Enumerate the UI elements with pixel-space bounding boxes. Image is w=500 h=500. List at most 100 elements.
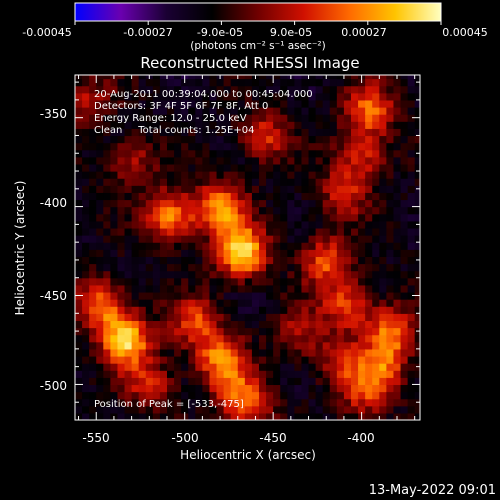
heatmap-cell (124, 199, 133, 208)
heatmap-cell (117, 163, 126, 172)
heatmap-cell (89, 199, 97, 208)
heatmap-cell (89, 263, 97, 272)
heatmap-cell (145, 128, 154, 137)
heatmap-cell (372, 178, 380, 186)
heatmap-cell (96, 363, 104, 371)
heatmap-cell (358, 206, 366, 215)
heatmap-cell (124, 206, 133, 215)
heatmap-cell (230, 348, 239, 357)
heatmap-cell (393, 291, 402, 300)
heatmap-cell (259, 412, 267, 420)
heatmap-cell (209, 277, 218, 286)
heatmap-cell (343, 334, 352, 343)
heatmap-cell (124, 320, 133, 329)
heatmap-cell (414, 163, 420, 172)
heatmap-cell (343, 391, 352, 400)
heatmap-cell (209, 242, 218, 250)
heatmap-cell (131, 284, 140, 293)
heatmap-cell (386, 363, 395, 371)
heatmap-cell (145, 384, 154, 393)
heatmap-cell (308, 178, 317, 186)
heatmap-cell (82, 291, 90, 300)
heatmap-cell (195, 299, 203, 307)
heatmap-cell (167, 199, 175, 208)
heatmap-cell (124, 256, 133, 265)
info-clean-counts: Clean Total counts: 1.25E+04 (94, 125, 254, 136)
heatmap-cell (407, 327, 416, 336)
heatmap-cell (82, 320, 90, 329)
heatmap-cell (372, 256, 380, 265)
heatmap-cell (96, 156, 104, 165)
heatmap-cell (195, 85, 203, 94)
heatmap-cell (301, 299, 310, 307)
heatmap-cell (379, 121, 387, 129)
heatmap-cell (131, 334, 140, 343)
colorbar-tick-label: 0.00045 (442, 26, 488, 39)
x-tick-labels: -550 -500 -450 -400 (82, 431, 374, 445)
heatmap-cell (379, 78, 387, 87)
heatmap-cell (343, 178, 352, 186)
heatmap-cell (103, 178, 111, 186)
heatmap-cell (251, 171, 260, 179)
heatmap-cell (336, 192, 345, 201)
heatmap-cell (414, 263, 420, 272)
heatmap-cell (251, 92, 260, 101)
heatmap-cell (379, 135, 387, 144)
heatmap-cell (358, 227, 366, 236)
heatmap-cell (230, 114, 239, 122)
heatmap-cell (372, 185, 380, 193)
heatmap-cell (167, 270, 175, 279)
heatmap-cell (181, 171, 189, 179)
heatmap-cell (329, 263, 338, 272)
heatmap-cell (131, 412, 140, 420)
heatmap-cell (251, 227, 260, 236)
heatmap-cell (266, 185, 274, 193)
heatmap-cell (174, 348, 182, 357)
heatmap-cell (181, 242, 189, 250)
heatmap-cell (280, 149, 288, 158)
heatmap-cell (280, 405, 288, 414)
heatmap-cell (414, 405, 420, 414)
heatmap-cell (351, 249, 359, 257)
heatmap-cell (216, 192, 225, 201)
heatmap-cell (343, 284, 352, 293)
heatmap-cell (89, 235, 97, 243)
heatmap-cell (181, 355, 189, 364)
heatmap-cell (386, 85, 395, 94)
heatmap-cell (308, 320, 317, 329)
heatmap-cell (315, 341, 324, 350)
heatmap-cell (181, 284, 189, 293)
heatmap-cell (145, 220, 154, 229)
heatmap-cell (273, 363, 281, 371)
heatmap-cell (407, 220, 416, 229)
heatmap-cell (336, 405, 345, 414)
heatmap-cell (273, 149, 281, 158)
heatmap-cell (336, 355, 345, 364)
heatmap-cell (351, 320, 359, 329)
heatmap-cell (244, 92, 253, 101)
heatmap-cell (195, 377, 203, 386)
heatmap-cell (75, 270, 83, 279)
heatmap-cell (322, 171, 331, 179)
heatmap-cell (202, 299, 211, 307)
heatmap-cell (407, 249, 416, 257)
heatmap-cell (308, 398, 317, 407)
heatmap-cell (400, 192, 409, 201)
heatmap-cell (379, 306, 387, 314)
heatmap-cell (230, 249, 239, 257)
heatmap-cell (117, 398, 126, 407)
heatmap-cell (287, 249, 295, 257)
heatmap-cell (152, 235, 161, 243)
heatmap-cell (294, 291, 303, 300)
heatmap-cell (174, 391, 182, 400)
heatmap-cell (152, 163, 161, 172)
heatmap-cell (103, 199, 111, 208)
heatmap-cell (351, 85, 359, 94)
heatmap-cell (351, 99, 359, 108)
heatmap-cell (266, 178, 274, 186)
heatmap-cell (301, 249, 310, 257)
heatmap-cell (294, 370, 303, 378)
heatmap-cell (223, 156, 232, 165)
heatmap-cell (365, 320, 373, 329)
heatmap-cell (223, 192, 232, 201)
